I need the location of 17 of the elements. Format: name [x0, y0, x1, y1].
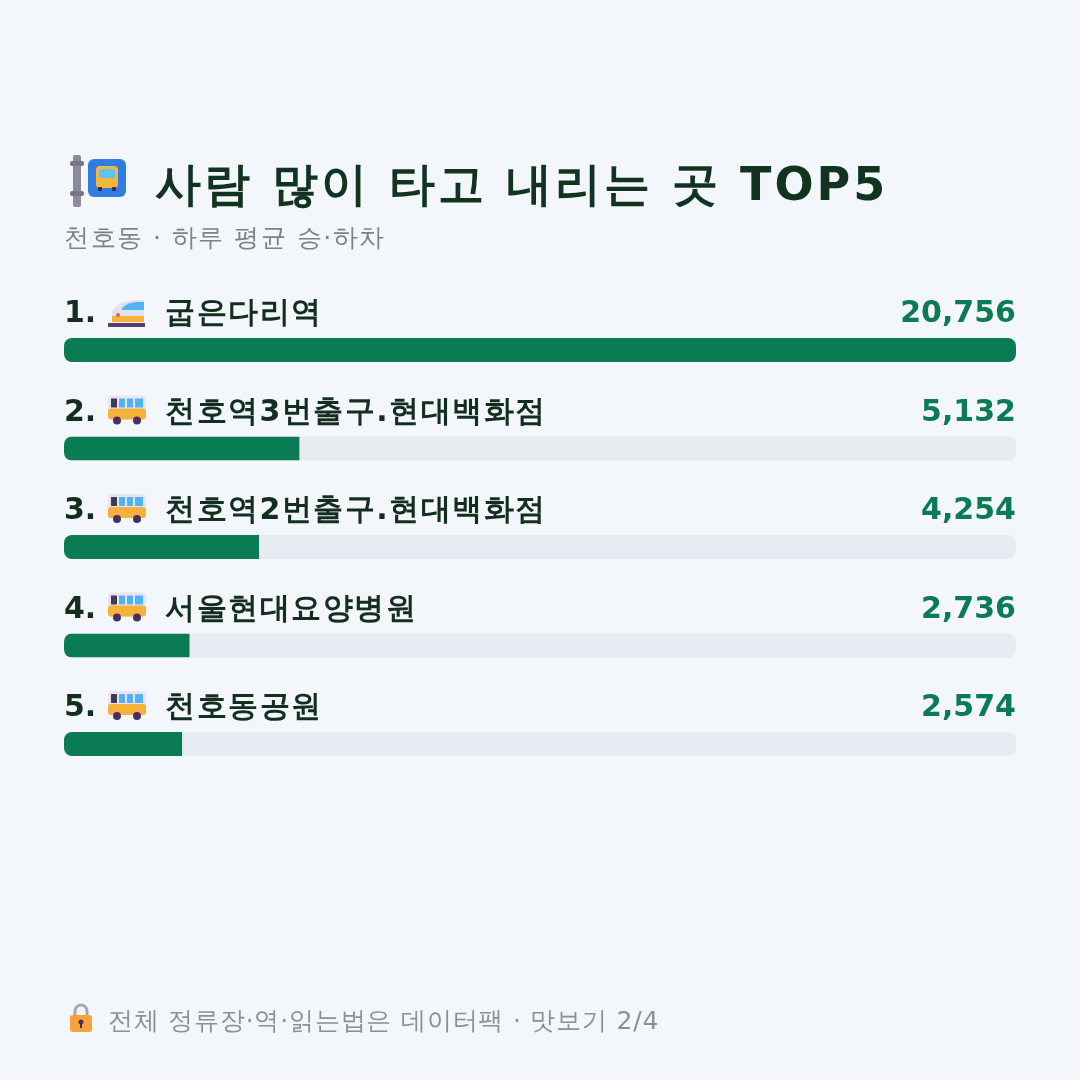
- bar: [64, 732, 183, 756]
- text: 전체 정류장·역·읽는법은 데이터팩 · 맛보기 2/4: [108, 1006, 660, 1035]
- category-label: 1. 굽은다리역: [64, 294, 323, 329]
- chart-subtitle: 천호동 · 하루 평균 승·하차: [64, 223, 386, 252]
- data-label: 20,756: [900, 294, 1016, 329]
- data-label: 2,574: [921, 688, 1016, 723]
- chart-title: 사람 많이 타고 내리는 곳 TOP5: [155, 157, 889, 211]
- category-label: 4. 서울현대요양병원: [64, 589, 417, 625]
- bar: [64, 436, 300, 461]
- category-label: 5. 천호동공원: [64, 688, 323, 723]
- category-label: 3. 천호역2번출구.현대백화점: [64, 491, 547, 526]
- bar: [64, 633, 190, 658]
- data-label: 4,254: [921, 491, 1016, 526]
- bar: [64, 535, 260, 559]
- data-label: 5,132: [921, 392, 1016, 428]
- data-label: 2,736: [921, 589, 1016, 625]
- category-label: 2. 천호역3번출구.현대백화점: [64, 392, 547, 428]
